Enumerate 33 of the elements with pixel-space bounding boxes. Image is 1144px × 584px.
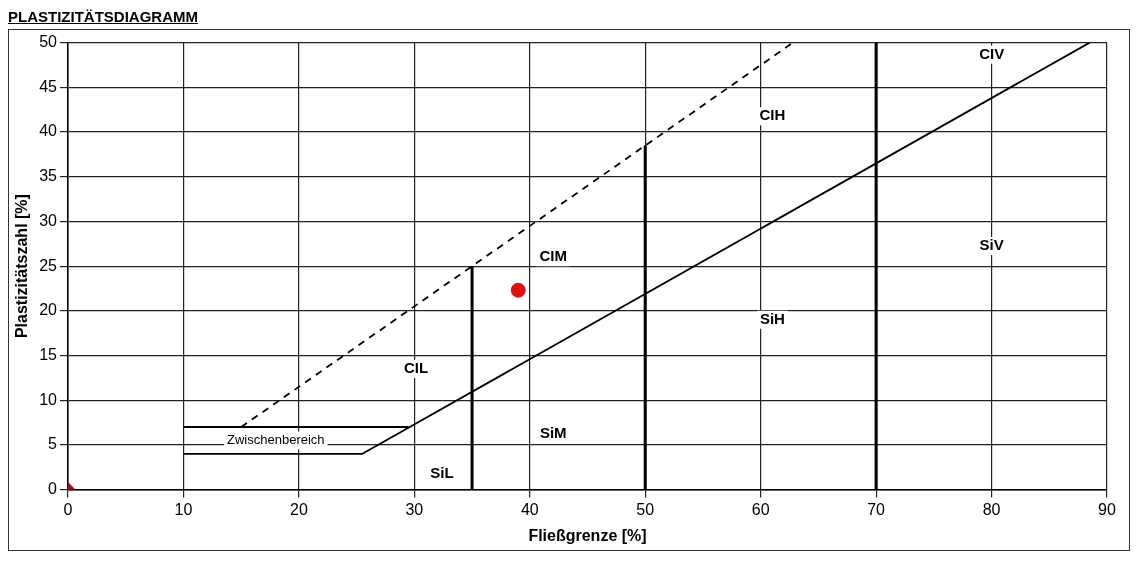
y-tick-label: 30 bbox=[39, 211, 58, 229]
y-tick-label: 50 bbox=[39, 33, 58, 51]
y-tick-label: 10 bbox=[39, 390, 58, 408]
x-tick-label: 40 bbox=[520, 500, 539, 518]
x-tick-label: 30 bbox=[405, 500, 424, 518]
y-tick-label: 35 bbox=[39, 167, 58, 185]
annotation: CIM bbox=[539, 247, 567, 265]
x-tick-label: 90 bbox=[1098, 500, 1116, 518]
y-tick-label: 5 bbox=[48, 435, 58, 453]
annotation: CIL bbox=[403, 359, 429, 377]
x-axis-title: Fließgrenze [%] bbox=[528, 526, 647, 544]
y-tick-label: 15 bbox=[39, 345, 58, 363]
x-tick-label: 0 bbox=[63, 500, 73, 518]
y-tick-label: 40 bbox=[39, 122, 58, 140]
y-axis-title: Plastizitätszahl [%] bbox=[13, 194, 31, 339]
x-tick-label: 70 bbox=[867, 500, 886, 518]
y-tick-label: 45 bbox=[39, 77, 58, 95]
x-tick-label: 50 bbox=[636, 500, 655, 518]
annotation: SiV bbox=[979, 236, 1004, 254]
y-tick-label: 25 bbox=[39, 256, 58, 274]
x-tick-label: 60 bbox=[751, 500, 770, 518]
annotation: SiH bbox=[759, 309, 785, 327]
x-tick-label: 20 bbox=[289, 500, 308, 518]
chart-title: PLASTIZITÄTSDIAGRAMM bbox=[8, 8, 199, 25]
annotation: SiL bbox=[430, 464, 454, 482]
annotation: CIH bbox=[759, 106, 786, 124]
annotation: Zwischenbereich bbox=[227, 432, 325, 448]
annotation: CIV bbox=[979, 44, 1005, 62]
annotation: SiM bbox=[539, 423, 567, 441]
y-tick-label: 20 bbox=[39, 301, 58, 319]
x-tick-label: 10 bbox=[174, 500, 193, 518]
y-tick-label: 0 bbox=[48, 480, 58, 498]
x-tick-label: 80 bbox=[982, 500, 1001, 518]
